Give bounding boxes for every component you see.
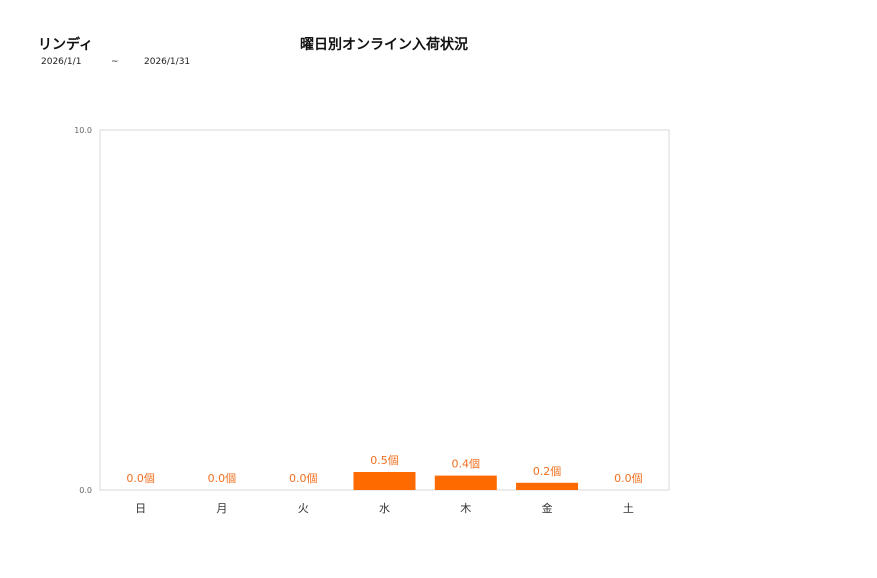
x-tick-label: 木 xyxy=(460,502,471,515)
data-label: 0.0個 xyxy=(614,472,643,485)
x-tick-label: 金 xyxy=(542,501,553,515)
plot-area xyxy=(99,129,670,491)
x-tick-label: 土 xyxy=(623,502,634,515)
date-to: 2026/1/31 xyxy=(144,57,191,67)
x-tick-label: 火 xyxy=(298,502,309,515)
data-label: 0.2個 xyxy=(533,465,562,478)
date-separator: ~ xyxy=(111,57,119,67)
y-tick-label: 0.0 xyxy=(79,486,92,495)
bar xyxy=(434,475,497,490)
x-tick-label: 日 xyxy=(135,502,146,515)
chart-title: 曜日別オンライン入荷状況 xyxy=(300,37,468,53)
x-tick-label: 月 xyxy=(216,502,227,515)
x-tick-label: 水 xyxy=(379,502,390,515)
data-label: 0.0個 xyxy=(126,472,155,485)
y-tick-label: 10.0 xyxy=(74,126,92,135)
date-from: 2026/1/1 xyxy=(41,57,82,67)
store-name: リンディ xyxy=(38,37,94,53)
data-label: 0.5個 xyxy=(370,454,399,467)
data-label: 0.0個 xyxy=(208,472,237,485)
bar xyxy=(353,472,416,490)
data-label: 0.4個 xyxy=(452,458,481,471)
bar xyxy=(516,482,579,490)
data-label: 0.0個 xyxy=(289,472,318,485)
